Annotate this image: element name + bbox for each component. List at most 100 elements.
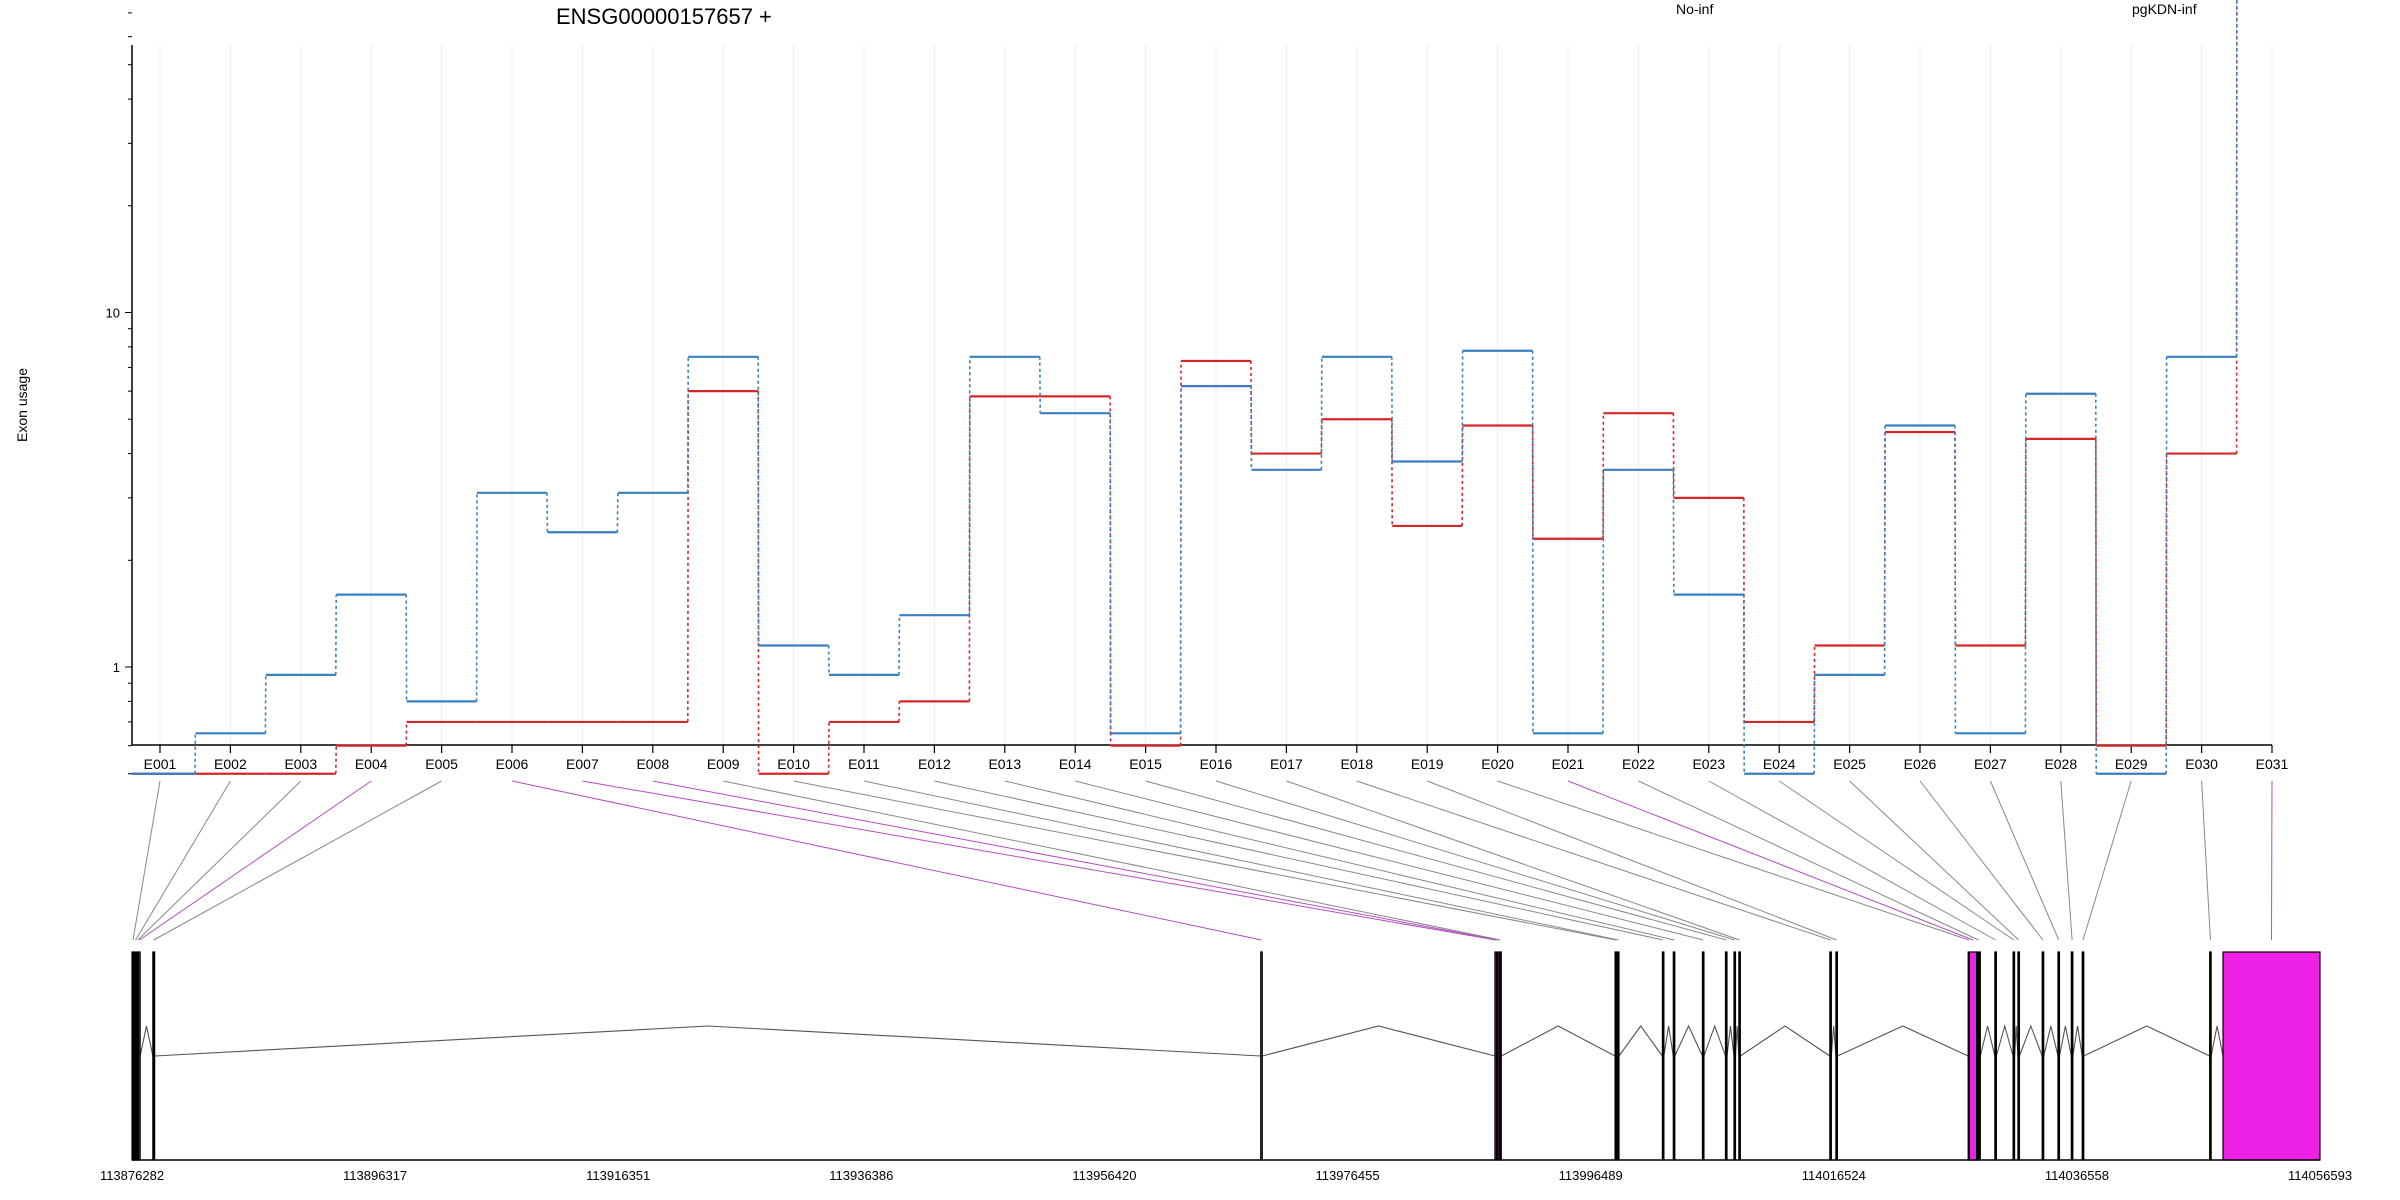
- connector-e022: [1638, 780, 1979, 941]
- x-tick-label-e026: E026: [1904, 756, 1937, 772]
- x-tick-label-e010: E010: [777, 756, 810, 772]
- exon-box-e024: [2012, 951, 2016, 1161]
- x-tick-label-e005: E005: [425, 756, 458, 772]
- coordinate-tick-label-113976455: 113976455: [1316, 1168, 1380, 1183]
- connector-e024: [1778, 780, 2015, 941]
- chart-title: ENSG00000157657 +: [556, 4, 772, 29]
- x-tick-label-e028: E028: [2044, 756, 2077, 772]
- x-tick-label-e015: E015: [1129, 756, 1162, 772]
- connector-e010: [793, 780, 1616, 941]
- intron-17: [1740, 1025, 1831, 1057]
- exon-box-e014: [1701, 951, 1705, 1161]
- exon-box-e004: [138, 951, 141, 1161]
- intron-27: [2058, 1025, 2072, 1057]
- coordinate-tick-label-113916351: 113916351: [586, 1168, 650, 1183]
- coordinate-tick-label-114036558: 114036558: [2045, 1168, 2109, 1183]
- coordinate-tick-label-113956420: 113956420: [1072, 1168, 1136, 1183]
- x-tick-label-e003: E003: [284, 756, 317, 772]
- connector-e021: [1567, 780, 1974, 941]
- connector-e029: [2082, 780, 2132, 941]
- x-tick-label-e016: E016: [1200, 756, 1233, 772]
- connector-e003: [137, 780, 302, 941]
- exon-box-e028: [2070, 951, 2074, 1161]
- connector-e016: [1215, 780, 1735, 941]
- connector-e028: [2060, 780, 2073, 941]
- intron-5: [154, 1025, 1261, 1057]
- exon-box-e026: [2041, 951, 2045, 1161]
- connector-e018: [1356, 780, 1831, 941]
- intron-23: [1995, 1023, 2014, 1057]
- coordinate-tick-label-113896317: 113896317: [343, 1168, 407, 1183]
- x-tick-label-e001: E001: [144, 756, 177, 772]
- y-tick-label-1: 1: [113, 660, 120, 675]
- legend-entry-no-inf: No-inf: [1676, 1, 1713, 17]
- exon-box-e012: [1661, 951, 1665, 1161]
- exon-box-e019: [1835, 951, 1839, 1161]
- intron-11: [1618, 1025, 1663, 1057]
- exon-box-e001: [131, 951, 135, 1161]
- x-tick-label-e017: E017: [1270, 756, 1303, 772]
- exon-box-e029: [2081, 951, 2085, 1161]
- intron-15: [1726, 1025, 1735, 1057]
- x-tick-label-e030: E030: [2185, 756, 2218, 772]
- connector-e025: [1849, 780, 2020, 941]
- gridlines: [159, 45, 2273, 745]
- connector-e019: [1427, 780, 1837, 941]
- x-tick-label-e012: E012: [918, 756, 951, 772]
- connector-e020: [1497, 780, 1970, 941]
- x-tick-label-e027: E027: [1974, 756, 2007, 772]
- x-tick-label-e024: E024: [1763, 756, 1796, 772]
- connector-e012: [934, 780, 1664, 941]
- exon-box-e015: [1724, 951, 1728, 1161]
- connector-e017: [1286, 780, 1740, 941]
- exon-box-e017: [1738, 951, 1741, 1161]
- exon-box-e027: [2057, 951, 2061, 1161]
- connector-e023: [1708, 780, 1996, 941]
- exon-box-e011: [1616, 951, 1620, 1161]
- connector-e006: [511, 780, 1262, 941]
- intron-30: [2210, 1025, 2224, 1057]
- exon-box-e005: [152, 951, 156, 1161]
- coordinate-axis: 113876282 113896317 113916351 113936386 1139…: [100, 1159, 2352, 1183]
- x-tick-label-e004: E004: [355, 756, 388, 772]
- connector-e001: [132, 780, 161, 941]
- coordinate-tick-label-113996489: 113996489: [1559, 1168, 1623, 1183]
- intron-29: [2083, 1025, 2210, 1057]
- x-tick-label-e021: E021: [1552, 756, 1585, 772]
- y-tick-label-10: 10: [106, 306, 120, 321]
- x-tick-label-e011: E011: [848, 756, 880, 772]
- intron-22: [1979, 1025, 1996, 1057]
- x-tick-label-e007: E007: [566, 756, 599, 772]
- exon-box-e016: [1733, 951, 1737, 1161]
- x-tick-label-e002: E002: [214, 756, 247, 772]
- connector-e004: [139, 780, 372, 941]
- x-tick-label-e014: E014: [1059, 756, 1092, 772]
- exon-box-e009: [1499, 951, 1502, 1161]
- exon-box-e008: [1496, 951, 1500, 1161]
- exon-box-e022: [1976, 951, 1981, 1161]
- connector-e026: [1919, 780, 2044, 941]
- exon-box-e031: [2222, 951, 2321, 1161]
- exon-box-e013: [1672, 951, 1676, 1161]
- x-tick-label-e009: E009: [707, 756, 740, 772]
- connector-e005: [153, 780, 442, 941]
- plot-axes: 110100E001E002E003E004E005E006E007E008E0…: [106, 12, 2289, 775]
- x-tick-label-e022: E022: [1622, 756, 1655, 772]
- coordinate-tick-label-113876282: 113876282: [100, 1168, 164, 1183]
- exon-box-e018: [1829, 951, 1832, 1161]
- x-tick-label-e019: E019: [1411, 756, 1444, 772]
- gene-model: [131, 951, 2321, 1161]
- intron-12: [1663, 1025, 1674, 1057]
- intron-13: [1674, 1024, 1703, 1057]
- series-pgkdn-inf: [132, 0, 2238, 775]
- connector-e002: [135, 780, 231, 941]
- intron-18: [1830, 1025, 1837, 1057]
- connector-e013: [1004, 780, 1675, 941]
- coordinate-tick-label-114016524: 114016524: [1802, 1168, 1866, 1183]
- x-tick-label-e029: E029: [2115, 756, 2148, 772]
- x-tick-label-e013: E013: [988, 756, 1021, 772]
- connector-e009: [723, 780, 1501, 941]
- exon-box-e007: [1494, 951, 1498, 1161]
- x-tick-label-e025: E025: [1833, 756, 1866, 772]
